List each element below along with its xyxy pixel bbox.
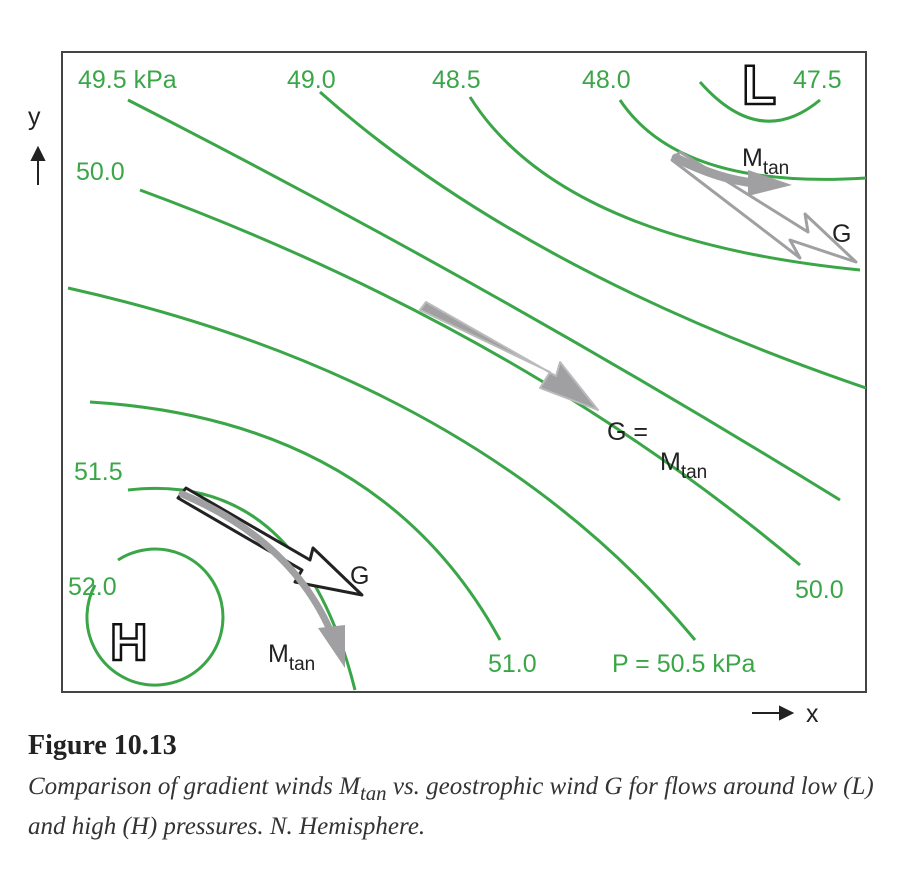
isobar-50-0 xyxy=(139,188,801,567)
low-pressure-symbol: L xyxy=(742,53,776,116)
label-50-5: P = 50.5 kPa xyxy=(612,650,755,678)
isobar-50-5 xyxy=(67,286,697,641)
isobar-52-0 xyxy=(85,547,225,687)
isobar-47-5 xyxy=(698,81,821,123)
geostrophic-equal-gradient-arrow xyxy=(419,301,599,411)
g-label-low: G xyxy=(832,220,851,248)
figure-caption: Comparison of gradient winds Mtan vs. ge… xyxy=(28,773,874,840)
mtan-label-mid: Mtan xyxy=(660,448,707,483)
label-52-0: 52.0 xyxy=(68,573,117,601)
label-49-5: 49.5 kPa xyxy=(78,66,177,94)
g-label-high: G xyxy=(350,562,369,590)
g-equals-label: G = xyxy=(607,418,648,446)
isobar-48-0 xyxy=(618,99,867,181)
high-pressure-symbol: H xyxy=(110,614,148,672)
mtan-label-low: Mtan xyxy=(742,144,789,179)
x-axis-arrow-icon xyxy=(752,705,795,721)
label-50-0-left: 50.0 xyxy=(76,158,125,186)
label-49-0: 49.0 xyxy=(287,66,336,94)
wind-diagram: y x 49.5 kPa 49.0 48.5 48.0 47.5 50.0 50… xyxy=(28,51,867,728)
y-axis-label: y xyxy=(28,103,41,131)
y-axis-arrow-icon xyxy=(30,145,46,185)
isobar-48-5 xyxy=(468,96,861,272)
label-47-5: 47.5 xyxy=(793,66,842,94)
label-48-0: 48.0 xyxy=(582,66,631,94)
mtan-label-high: Mtan xyxy=(268,640,315,675)
gradient-arrow-low xyxy=(671,153,760,188)
x-axis-label: x xyxy=(806,700,819,728)
gradient-arrow-high xyxy=(178,490,334,634)
isobar-49-0 xyxy=(319,90,867,390)
gradient-arrowhead-high xyxy=(318,625,345,668)
label-51-5: 51.5 xyxy=(74,458,123,486)
isobar-49-5 xyxy=(127,98,841,502)
label-51-0: 51.0 xyxy=(488,650,537,678)
figure-title: Figure 10.13 xyxy=(28,730,177,761)
isobar-51-0 xyxy=(89,400,502,641)
label-48-5: 48.5 xyxy=(432,66,481,94)
plot-frame xyxy=(61,51,867,693)
label-50-0-right: 50.0 xyxy=(795,576,844,604)
gradient-arrowhead-low xyxy=(748,170,792,196)
